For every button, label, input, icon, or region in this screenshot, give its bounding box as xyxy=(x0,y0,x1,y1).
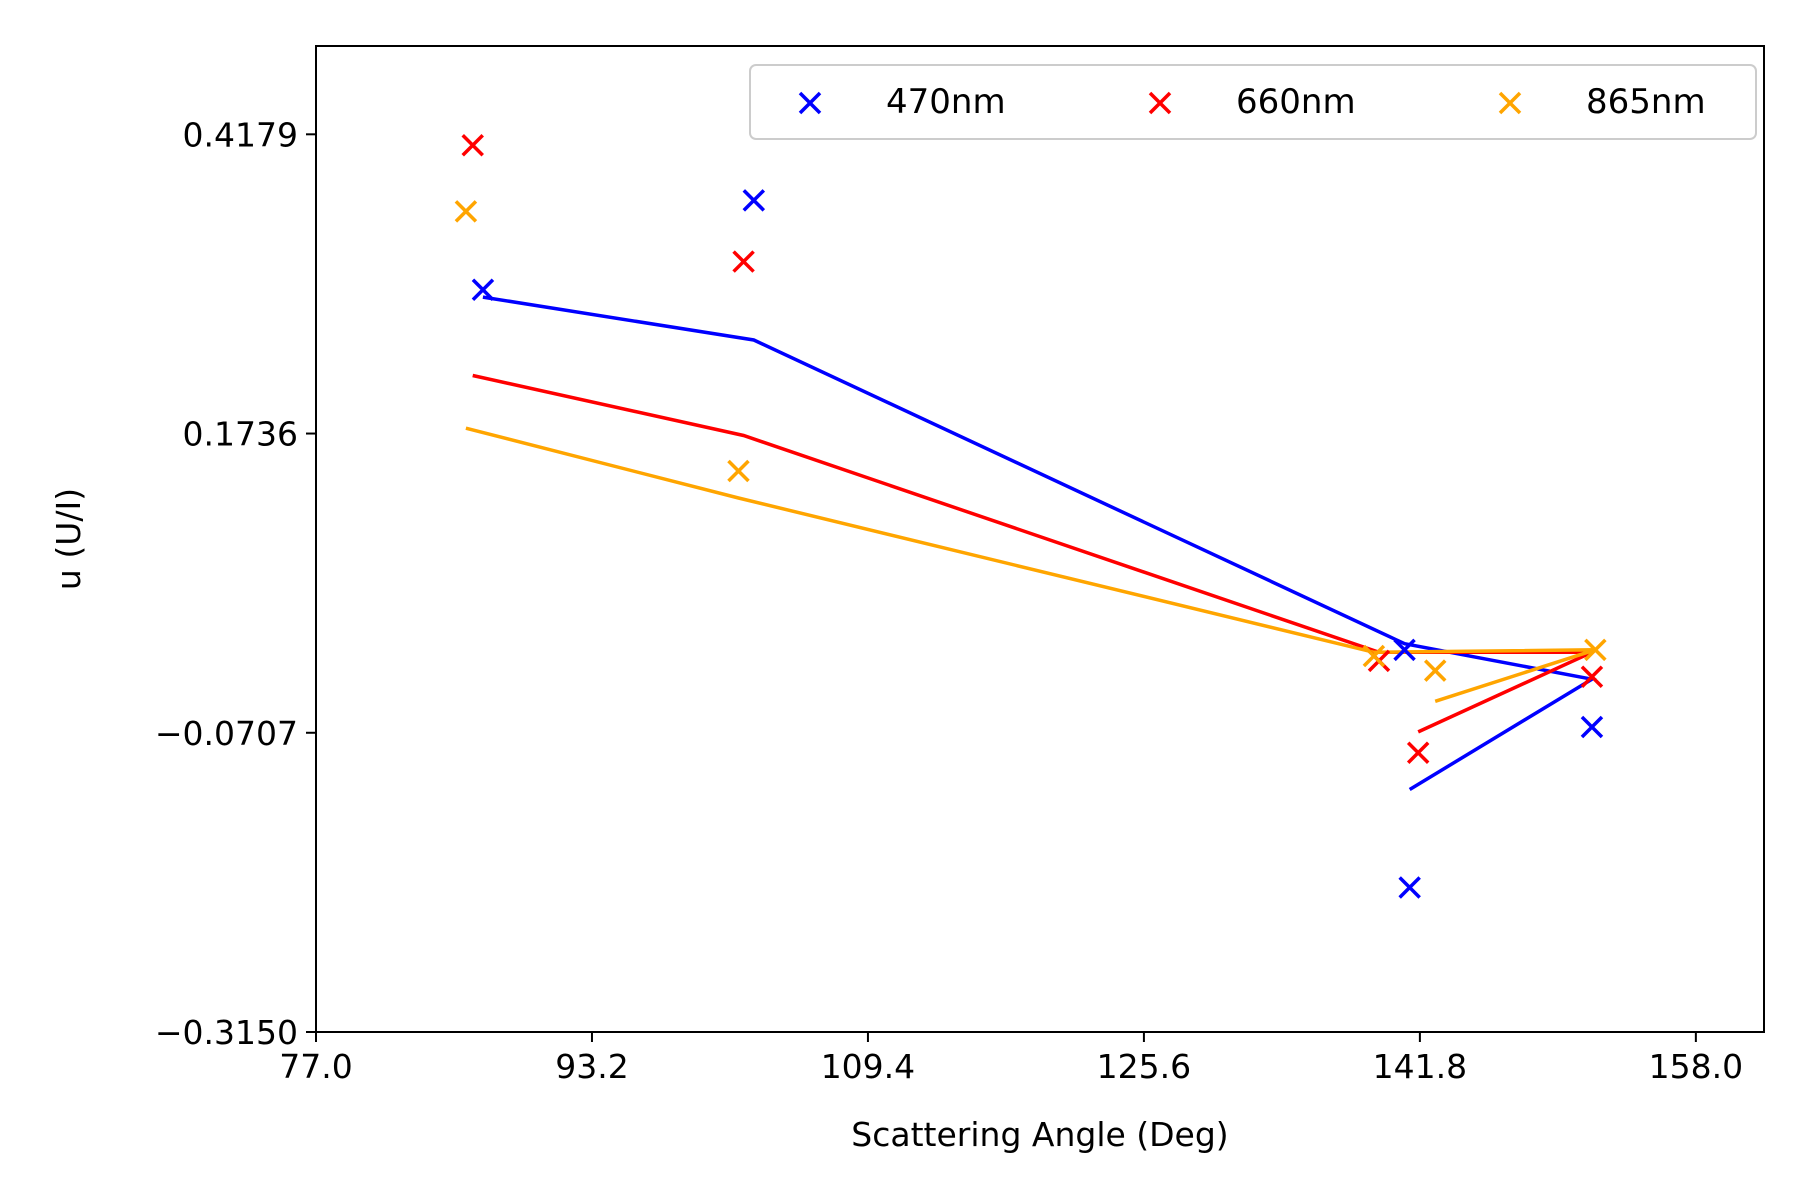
x-tick-label: 77.0 xyxy=(279,1047,352,1086)
data-point-865nm xyxy=(1362,644,1386,668)
x-axis: 77.0 93.2 109.4 125.6 141.8 158.0 xyxy=(279,1032,1743,1086)
data-point-660nm xyxy=(1580,665,1604,689)
x-tick-label: 109.4 xyxy=(821,1047,915,1086)
data-point-470nm xyxy=(1398,876,1421,899)
data-point-470nm xyxy=(471,278,495,301)
y-tick-label: −0.3150 xyxy=(155,1013,298,1052)
data-point-865nm xyxy=(454,200,478,223)
legend-label: 660nm xyxy=(1236,82,1356,122)
fit-line-660nm xyxy=(472,373,1593,734)
y-axis: −0.3150 −0.0707 0.1736 0.4179 xyxy=(155,115,316,1052)
fit-line-865nm xyxy=(465,426,1596,703)
plot-frame xyxy=(315,45,1765,1033)
y-tick-label: −0.0707 xyxy=(155,714,298,753)
x-tick-label: 158.0 xyxy=(1649,1047,1743,1086)
legend: 470nm 660nm 865nm xyxy=(749,64,1757,140)
legend-entry-865nm: 865nm xyxy=(1498,82,1706,122)
x-axis-label: Scattering Angle (Deg) xyxy=(851,1115,1228,1154)
y-axis-label: u (U/I) xyxy=(49,488,88,590)
data-point-470nm xyxy=(1393,638,1416,662)
fit-lines-layer xyxy=(465,295,1597,791)
data-point-470nm xyxy=(742,189,766,212)
data-point-865nm xyxy=(727,459,750,483)
data-points-layer xyxy=(454,133,1607,899)
x-tick-label: 141.8 xyxy=(1373,1047,1467,1086)
legend-entry-470nm: 470nm xyxy=(798,82,1006,122)
data-point-865nm xyxy=(1423,659,1447,682)
legend-label: 470nm xyxy=(886,82,1006,122)
data-point-660nm xyxy=(461,133,484,157)
x-tick-label: 125.6 xyxy=(1097,1047,1191,1086)
legend-entry-660nm: 660nm xyxy=(1148,82,1356,122)
data-point-660nm xyxy=(732,250,755,273)
legend-label: 865nm xyxy=(1586,82,1706,122)
data-point-865nm xyxy=(1584,638,1607,662)
data-point-470nm xyxy=(1580,715,1604,739)
legend-box xyxy=(749,64,1757,140)
x-tick-label: 93.2 xyxy=(555,1047,628,1086)
y-tick-label: 0.1736 xyxy=(183,415,298,454)
y-tick-label: 0.4179 xyxy=(183,115,298,154)
fit-line-470nm xyxy=(482,295,1597,791)
data-point-660nm xyxy=(1406,741,1430,764)
